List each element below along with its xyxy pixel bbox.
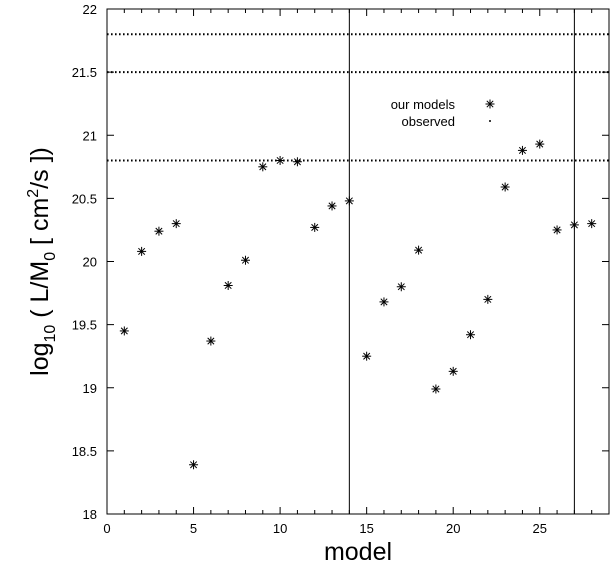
x-tick-label: 15 — [359, 521, 373, 536]
y-tick-label: 22 — [83, 2, 97, 17]
data-point — [154, 226, 164, 236]
data-point — [119, 326, 129, 336]
data-point — [448, 366, 458, 376]
observed-lines — [107, 33, 609, 162]
data-point — [189, 460, 199, 470]
y-tick-label: 18.5 — [72, 444, 97, 459]
data-point — [258, 162, 268, 172]
data-point — [379, 297, 389, 307]
legend: our models observed — [391, 97, 495, 129]
y-tick-label: 19.5 — [72, 318, 97, 333]
data-point — [292, 157, 302, 167]
y-title-mid: [ cm — [26, 198, 54, 252]
x-tick-label: 5 — [190, 521, 197, 536]
y-axis-title: log10 ( L/M0 [ cm2/s ]) — [25, 147, 59, 376]
data-point — [137, 246, 147, 256]
data-point — [552, 225, 562, 235]
y-title-prefix: log — [26, 342, 54, 375]
y-tick-label: 21 — [83, 128, 97, 143]
legend-marker-asterisk — [485, 99, 495, 109]
data-point — [535, 139, 545, 149]
y-title-mid-sup: 2 — [25, 189, 42, 198]
legend-marker-dot — [489, 120, 491, 122]
data-point — [414, 245, 424, 255]
data-point — [275, 156, 285, 165]
data-point — [344, 196, 354, 206]
y-tick-label: 19 — [83, 381, 97, 396]
data-point — [327, 201, 337, 211]
data-point — [466, 330, 476, 340]
y-tick-label: 21.5 — [72, 65, 97, 80]
y-title-close: /s ]) — [26, 147, 54, 189]
y-tick-label: 20 — [83, 255, 97, 270]
legend-label-observed: observed — [402, 114, 455, 129]
data-points — [119, 139, 597, 470]
y-tick-label: 20.5 — [72, 191, 97, 206]
x-axis-title: model — [324, 538, 392, 566]
axis-ticks: 0 5 10 15 20 25 18 18.5 19 19.5 20 20.5 21 21.5 22 — [72, 2, 609, 536]
y-title-mid-sub: 0 — [42, 252, 59, 261]
plot-frame — [106, 8, 610, 515]
x-tick-label: 0 — [103, 521, 110, 536]
data-point — [483, 294, 493, 304]
legend-label-our-models: our models — [391, 97, 456, 112]
data-point — [396, 282, 406, 292]
data-point — [569, 220, 579, 230]
x-tick-label: 10 — [273, 521, 287, 536]
data-point — [362, 351, 372, 361]
separator-lines — [348, 9, 575, 514]
data-point — [171, 219, 181, 229]
data-point — [310, 222, 320, 232]
data-point — [500, 182, 510, 192]
data-point — [240, 255, 250, 265]
data-point — [223, 280, 233, 290]
data-point — [206, 336, 216, 346]
y-title-prefix-sub: 10 — [42, 325, 59, 343]
y-tick-label: 18 — [83, 507, 97, 522]
x-tick-label: 20 — [446, 521, 460, 536]
data-point — [431, 384, 441, 394]
y-title-open: ( L/M — [26, 261, 54, 325]
data-point — [517, 145, 527, 155]
data-point — [587, 219, 597, 229]
x-tick-label: 25 — [533, 521, 547, 536]
